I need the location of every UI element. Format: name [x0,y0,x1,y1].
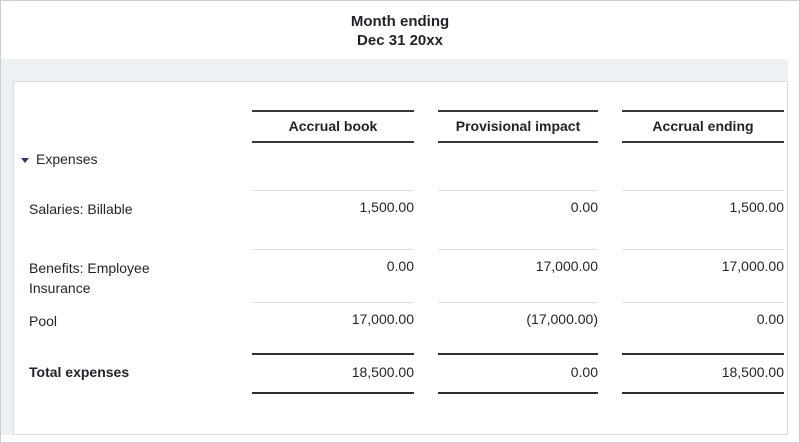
row-label: Pool [29,313,58,329]
total-accrual-book: 18,500.00 [252,353,414,394]
expenses-group-toggle[interactable]: Expenses [21,144,230,167]
table-row: Pool 17,000.00 (17,000.00) 0.00 [14,302,786,353]
table-row: Benefits: Employee Insurance 0.00 17,000… [14,249,786,302]
expenses-group-row: Expenses [14,144,786,190]
report-body: Accrual book Provisional impact Accrual … [1,59,799,442]
column-header-row: Accrual book Provisional impact Accrual … [14,110,786,144]
column-header-accrual-book: Accrual book [252,110,414,143]
cell-accrual-book: 17,000.00 [252,302,414,327]
report-canvas: Accrual book Provisional impact Accrual … [1,59,788,435]
total-row-label: Total expenses [29,364,130,380]
cell-provisional-impact: 17,000.00 [438,249,598,274]
triangle-down-icon[interactable] [21,157,29,163]
report-table: Accrual book Provisional impact Accrual … [14,110,786,397]
cell-provisional-impact: (17,000.00) [438,302,598,327]
column-header-provisional-impact: Provisional impact [438,110,598,143]
total-row: Total expenses 18,500.00 0.00 18,500.00 [14,353,786,397]
row-label: Benefits: Employee Insurance [29,260,150,296]
table-row: Salaries: Billable 1,500.00 0.00 1,500.0… [14,190,786,249]
cell-accrual-book: 1,500.00 [252,190,414,215]
expenses-group-label: Expenses [36,151,98,167]
row-label: Salaries: Billable [29,201,133,217]
report-card: Accrual book Provisional impact Accrual … [13,81,788,435]
cell-accrual-ending: 17,000.00 [622,249,784,274]
report-header: Month ending Dec 31 20xx [1,1,799,59]
cell-accrual-ending: 0.00 [622,302,784,327]
column-header-spacer [14,110,230,144]
total-provisional-impact: 0.00 [438,353,598,394]
column-header-accrual-ending: Accrual ending [622,110,784,143]
report-title-line1: Month ending [350,13,450,30]
cell-accrual-book: 0.00 [252,249,414,274]
cell-accrual-ending: 1,500.00 [622,190,784,215]
total-accrual-ending: 18,500.00 [622,353,784,394]
report-title-line2: Dec 31 20xx [357,32,443,49]
cell-provisional-impact: 0.00 [438,190,598,215]
